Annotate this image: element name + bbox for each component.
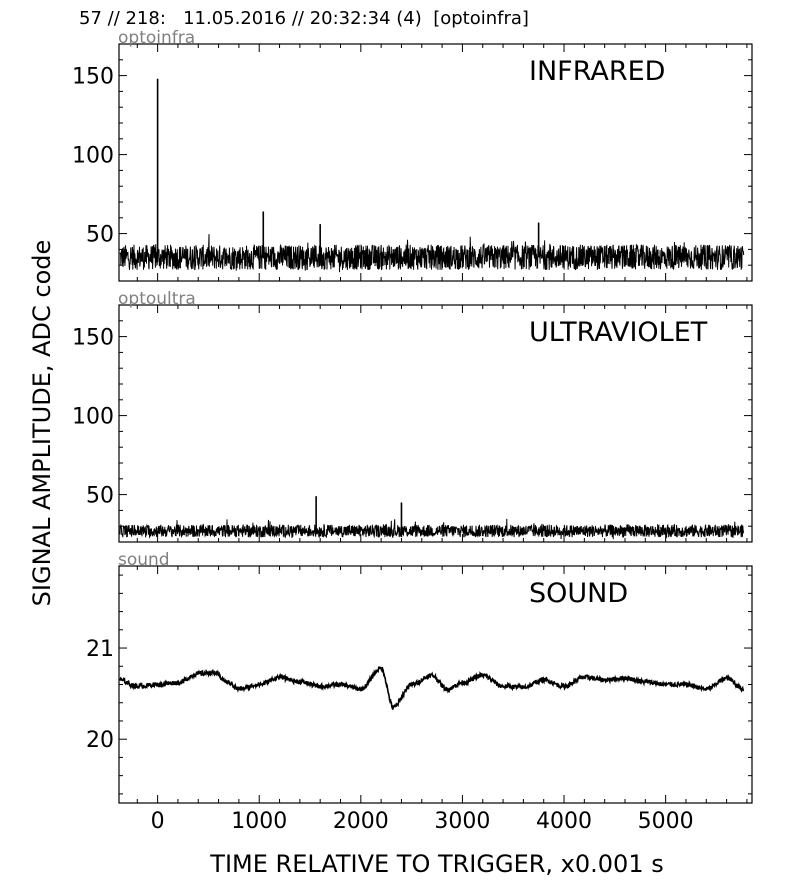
- signal-trace: [119, 518, 745, 540]
- x-tick-label: 4000: [536, 809, 592, 834]
- signal-trace: [119, 666, 745, 711]
- channel-label: optoinfra: [118, 28, 195, 48]
- x-tick-label: 0: [151, 809, 165, 834]
- panel-optoinfra: optoinfra INFRARED 50 100 150: [72, 28, 753, 282]
- figure-header: 57 // 218: 11.05.2016 // 20:32:34 (4) [o…: [79, 8, 529, 29]
- y-tick-label: 20: [86, 728, 114, 753]
- axes-frame: [118, 304, 753, 543]
- x-tick-label: 3000: [434, 809, 490, 834]
- x-tick-label: 5000: [638, 809, 694, 834]
- y-tick-label: 21: [86, 637, 114, 662]
- y-axis-label: SIGNAL AMPLITUDE, ADC code: [28, 240, 56, 607]
- x-tick-label: 2000: [333, 809, 389, 834]
- y-tick-label: 100: [72, 144, 114, 169]
- y-tick-label: 50: [86, 484, 114, 509]
- x-axis-label: TIME RELATIVE TO TRIGGER, x0.001 s: [209, 850, 663, 878]
- y-tick-label: 150: [72, 326, 114, 351]
- channel-label: sound: [118, 550, 170, 570]
- axes-frame: [118, 43, 753, 282]
- panel-sound: sound SOUND 20 21 0 1000 2000 3000 4000 5000: [86, 550, 753, 834]
- panel-title: ULTRAVIOLET: [529, 317, 708, 348]
- y-tick-label: 100: [72, 405, 114, 430]
- y-tick-label: 150: [72, 65, 114, 90]
- channel-label: optoultra: [118, 289, 196, 309]
- y-tick-label: 50: [86, 223, 114, 248]
- panel-title: INFRARED: [529, 56, 665, 87]
- x-tick-label: 1000: [231, 809, 287, 834]
- panel-title: SOUND: [529, 578, 628, 609]
- signal-trace: [119, 234, 745, 273]
- panel-optoultra: optoultra ULTRAVIOLET 50 100 150: [72, 289, 753, 543]
